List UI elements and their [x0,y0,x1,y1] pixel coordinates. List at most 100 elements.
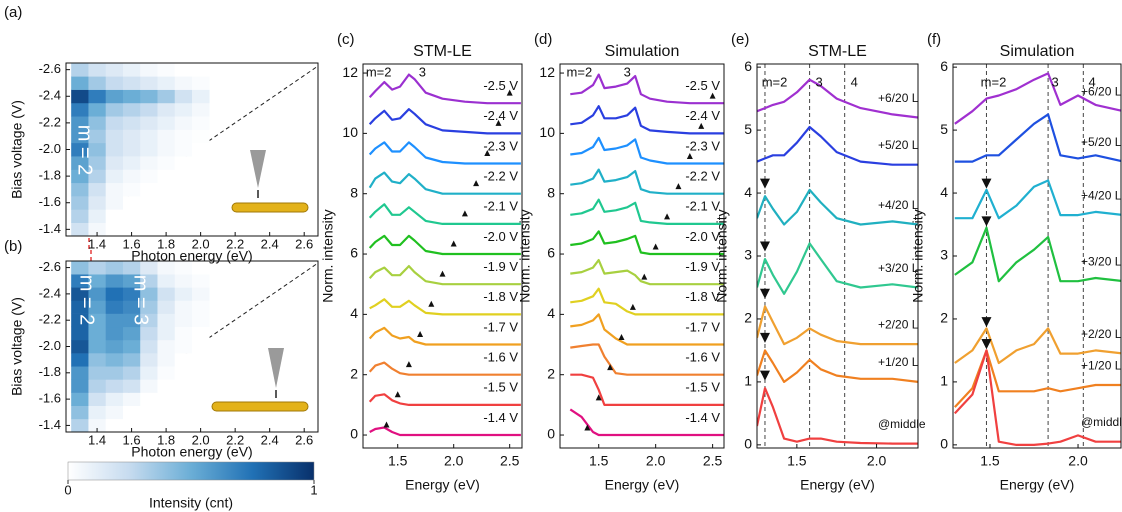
x-tick-label: 2.6 [295,236,313,251]
heat-cell [122,156,141,170]
plot-area [368,73,521,437]
heat-cell [122,274,141,288]
tip [268,348,284,388]
y-tick-label: 6 [744,58,752,74]
heat-cell [88,222,106,236]
series-label: @middle [878,417,926,431]
y-tick-label: -2.6 [39,259,61,274]
heat-cell [157,339,176,354]
y-tick-label: 4 [350,305,358,321]
peak-marker [664,213,671,220]
heat-cell [174,142,193,157]
heat-cell [157,182,176,197]
heat-cell [174,222,193,236]
heat-cell [140,116,158,130]
heat-cell [140,379,158,393]
heat-cell [71,261,89,275]
heat-cell [122,339,141,354]
heat-cell [140,287,158,301]
series-label: +6/20 L [878,91,919,105]
heat-cell [88,196,106,210]
nanorod [231,202,309,213]
series-label: -1.4 V [685,410,720,425]
heat-cell [157,418,176,432]
series-line [369,426,521,437]
peak-marker [473,180,480,187]
x-tick-label: 2.4 [261,236,279,251]
heat-cell [157,129,176,144]
y-tick-label: 5 [744,121,752,137]
heat-cell [140,313,158,328]
colorbar-tick-label: 0 [64,482,71,497]
heat-cell [140,182,158,197]
mode-label: m = 2 [74,125,96,176]
heat-cell [105,209,124,223]
series-line [757,78,918,119]
heat-cell [157,405,176,420]
heat-cell [157,76,176,90]
series-label: +1/20 L [1081,358,1122,372]
series-label: -2.2 V [685,169,720,184]
peak-marker [759,370,770,381]
heat-cell [122,102,141,117]
series-label: -1.8 V [685,289,720,304]
series-line [570,343,724,376]
heat-cell [174,156,193,170]
peak-marker [629,303,636,310]
nanorod [211,401,309,412]
heat-cell [105,129,124,144]
series-label: -1.6 V [483,350,518,365]
x-tick-label: 2.2 [226,236,244,251]
heat-cell [192,392,210,406]
heat-cell [192,274,210,288]
heat-cell [71,353,89,367]
x-tick-label: 1.5 [980,453,1000,469]
heat-cell [122,142,141,157]
colorbar-label: Intensity (cnt) [149,495,233,511]
heat-cell [122,300,141,314]
x-axis-label: Photon energy (eV) [131,248,252,264]
heat-cell [105,379,124,393]
peak-marker [686,153,693,160]
axes-frame [756,63,919,449]
heat-cell [174,182,193,197]
heat-cell [71,392,89,406]
heat-cell [140,274,158,288]
x-tick-label: 2.0 [192,432,210,447]
y-axis-label: Norm. intensity [910,209,926,302]
y-tick-label: 2 [547,365,555,381]
heat-cell [105,169,124,184]
y-axis-label: Norm. intensity [714,209,730,302]
heat-cell [157,379,176,393]
series-label: -2.4 V [483,108,518,123]
peak-marker [450,240,457,247]
y-tick-label: 3 [940,247,948,263]
heat-cell [105,102,124,117]
series-line [570,287,724,316]
heat-cell [192,156,210,170]
heat-cell [88,418,106,432]
heat-cell [88,156,106,170]
series-label: +1/20 L [878,355,919,369]
heat-cell [140,63,158,77]
peak-marker [759,241,770,252]
heat-cell [88,89,106,104]
heat-cell [174,76,193,90]
heat-cell [105,339,124,354]
peak-marker [981,339,992,350]
series-label: +5/20 L [1081,135,1122,149]
peak-marker [417,330,424,337]
heat-cell [105,182,124,197]
heat-cell [88,129,106,144]
y-tick-label: 2 [350,365,358,381]
series-label: -2.0 V [483,229,518,244]
plot-area [953,64,1121,448]
heat-cell [88,353,106,367]
heat-cell [140,353,158,367]
y-tick-label: 5 [940,121,948,137]
mode-label: 3 [419,64,426,79]
y-tick-label: 0 [744,436,752,452]
heat-cell [157,156,176,170]
series-label: -2.1 V [483,199,518,214]
heat-cell [192,63,210,77]
